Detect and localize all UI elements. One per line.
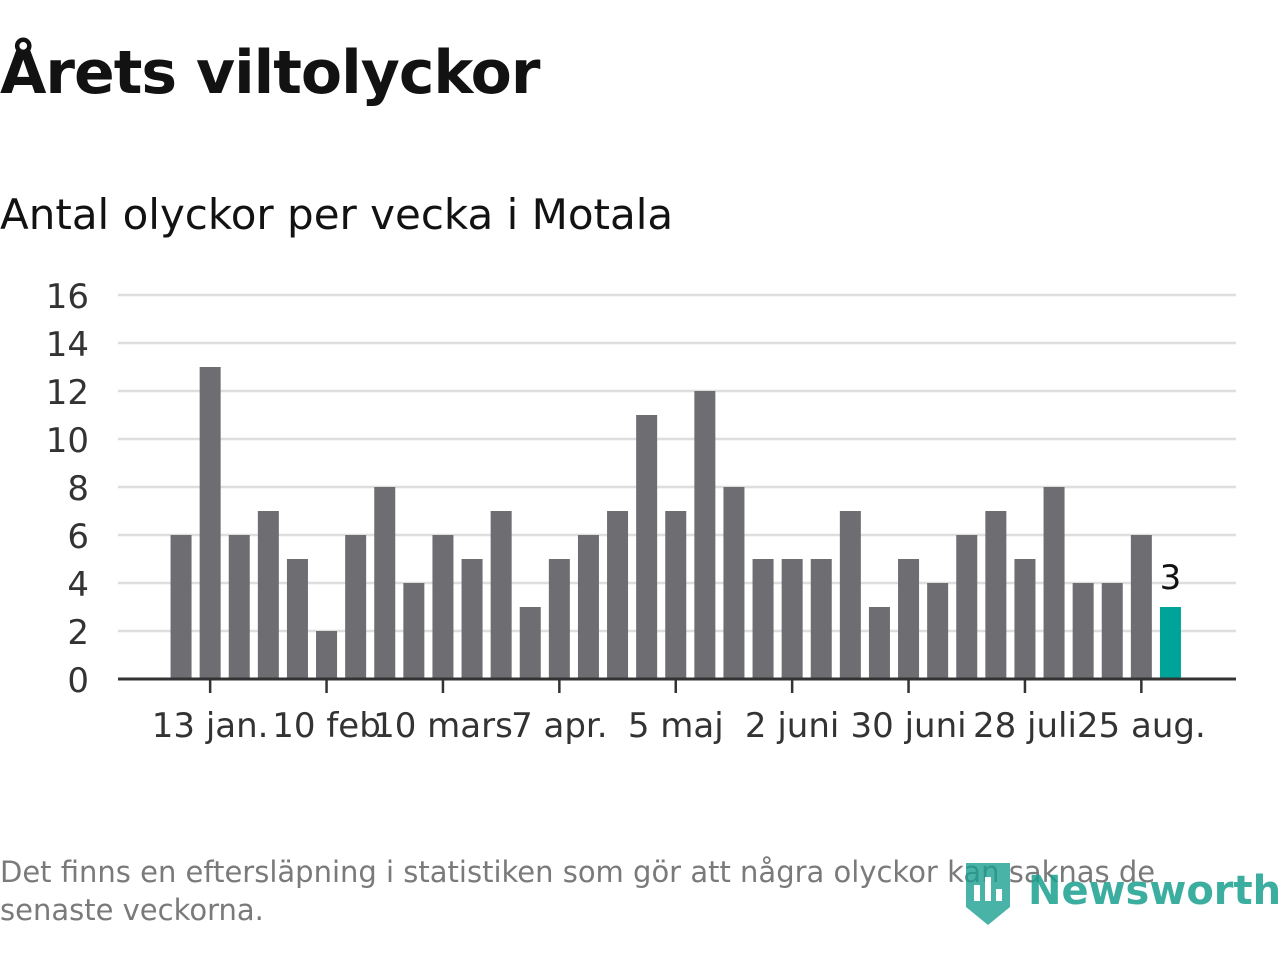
- bar: [839, 511, 861, 679]
- bar: [752, 559, 774, 679]
- newsworthy-logo: Newsworthy: [962, 855, 1280, 927]
- x-tick-label: 7 apr.: [511, 706, 608, 746]
- bar: [607, 511, 629, 679]
- bar: [548, 559, 570, 679]
- y-tick-label: 10: [46, 421, 89, 461]
- bar: [257, 511, 279, 679]
- bar: [1043, 487, 1065, 679]
- bar: [199, 367, 221, 679]
- bar-highlight: [1159, 607, 1181, 679]
- bar: [694, 391, 716, 679]
- x-tick-label: 5 maj: [628, 706, 724, 746]
- y-tick-label: 8: [67, 469, 89, 509]
- bar: [1014, 559, 1036, 679]
- bar: [1101, 583, 1123, 679]
- bar: [286, 559, 308, 679]
- bar: [461, 559, 483, 679]
- bar: [403, 583, 425, 679]
- bar: [316, 631, 338, 679]
- x-tick-label: 30 juni: [851, 706, 967, 746]
- bar: [577, 535, 599, 679]
- bar: [374, 487, 396, 679]
- bar: [1072, 583, 1094, 679]
- bar: [345, 535, 367, 679]
- y-tick-label: 0: [67, 661, 89, 701]
- bar: [781, 559, 803, 679]
- bar: [636, 415, 658, 679]
- y-tick-label: 16: [46, 277, 89, 317]
- bar: [1130, 535, 1152, 679]
- y-tick-label: 12: [46, 373, 89, 413]
- x-tick-label: 2 juni: [745, 706, 839, 746]
- bar: [228, 535, 250, 679]
- bar: [490, 511, 512, 679]
- bar: [810, 559, 832, 679]
- highlight-value-label: 3: [1160, 558, 1182, 598]
- bar: [898, 559, 920, 679]
- footnote: Det finns en eftersläpning i statistiken…: [0, 855, 1156, 927]
- bar: [432, 535, 454, 679]
- chart-title: Årets viltolyckor: [0, 38, 540, 108]
- bar: [868, 607, 890, 679]
- x-tick-label: 10 mars: [373, 706, 513, 746]
- x-tick-label: 10 feb: [272, 706, 381, 746]
- x-tick-label: 28 juli: [973, 706, 1077, 746]
- bar: [927, 583, 949, 679]
- y-tick-label: 14: [46, 325, 89, 365]
- bar: [519, 607, 541, 679]
- bar: [170, 535, 192, 679]
- chart-subtitle: Antal olyckor per vecka i Motala: [0, 190, 674, 239]
- bar: [665, 511, 687, 679]
- newsworthy-logo-text: Newsworthy: [1028, 868, 1280, 914]
- x-tick-label: 25 aug.: [1077, 706, 1206, 746]
- y-tick-label: 2: [67, 613, 89, 653]
- x-tick-label: 13 jan.: [152, 706, 269, 746]
- newsworthy-logo-icon: [966, 863, 1010, 925]
- y-tick-label: 4: [67, 565, 89, 605]
- bar: [985, 511, 1007, 679]
- y-tick-label: 6: [67, 517, 89, 557]
- bar: [723, 487, 745, 679]
- bar: [956, 535, 978, 679]
